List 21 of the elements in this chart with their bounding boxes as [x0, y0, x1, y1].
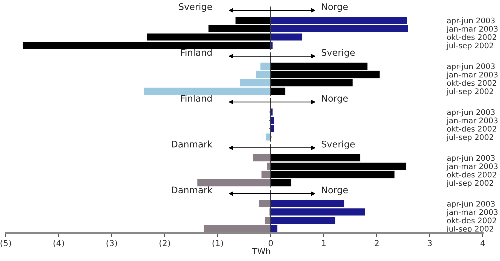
x-tick-label: (3): [106, 240, 118, 248]
annotation: Finland: [181, 49, 212, 56]
x-tick-label: (4): [54, 240, 64, 248]
annotation: Norge: [322, 95, 348, 104]
x-tick-label: 2: [374, 240, 379, 246]
annotation: Finland: [181, 94, 212, 102]
x-tick-label: (2): [160, 240, 170, 248]
x-axis-title: TWh: [252, 248, 270, 254]
annotation: Norge: [322, 4, 348, 12]
x-tick-label: (5): [0, 240, 12, 248]
x-tick-label: 4: [480, 240, 486, 246]
annotation: Danmark: [172, 186, 213, 194]
annotation: Sverige: [179, 3, 212, 12]
x-tick-label: (1): [212, 240, 224, 248]
x-tick-label: 0: [268, 240, 274, 246]
annotation: Norge: [322, 186, 348, 196]
annotation: Danmark: [172, 140, 213, 148]
x-tick-label: 1: [322, 240, 326, 246]
annotation: Sverige: [322, 49, 355, 58]
x-tick-label: 3: [428, 240, 432, 246]
annotation: Sverige: [322, 140, 355, 150]
